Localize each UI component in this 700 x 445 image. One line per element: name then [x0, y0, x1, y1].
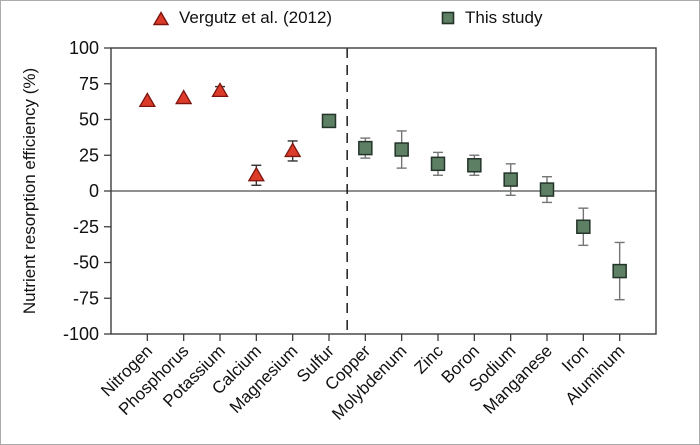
- chart-legend: Vergutz et al. (2012) This study: [1, 1, 699, 35]
- data-point-potassium: [211, 82, 229, 98]
- legend-label-vergutz: Vergutz et al. (2012): [179, 8, 333, 27]
- data-point-nitrogen: [138, 92, 156, 108]
- data-point-zinc: [430, 156, 446, 172]
- data-point-phosphorus: [175, 89, 193, 105]
- data-point-sodium: [503, 172, 518, 187]
- y-tick-label: -75: [73, 288, 99, 308]
- y-tick-label: 75: [79, 74, 99, 94]
- plot-border: [110, 47, 657, 335]
- data-point-iron: [576, 219, 591, 234]
- y-tick-label: -25: [73, 217, 99, 237]
- legend-item-vergutz: Vergutz et al. (2012): [153, 8, 332, 28]
- data-point-manganese: [539, 182, 555, 197]
- legend-triangle-icon: [153, 10, 169, 25]
- y-tick-label: -100: [63, 324, 99, 344]
- y-tick-label: 50: [79, 110, 99, 130]
- data-point-molybdenum: [394, 142, 409, 157]
- y-tick-label: 0: [89, 181, 99, 201]
- legend-square-icon: [441, 11, 455, 25]
- y-axis-title: Nutrient resorption efficiency (%): [20, 68, 39, 314]
- data-point-boron: [467, 158, 482, 173]
- y-tick-label: 25: [79, 145, 99, 165]
- data-point-copper: [358, 140, 373, 156]
- legend-item-this-study: This study: [441, 8, 542, 28]
- data-point-magnesium: [284, 142, 302, 158]
- data-point-aluminum: [612, 263, 627, 279]
- legend-label-this-study: This study: [465, 8, 543, 27]
- data-point-calcium: [247, 166, 265, 182]
- data-point-sulfur: [321, 113, 337, 129]
- y-tick-label: 100: [69, 38, 99, 58]
- y-tick-label: -50: [73, 253, 99, 273]
